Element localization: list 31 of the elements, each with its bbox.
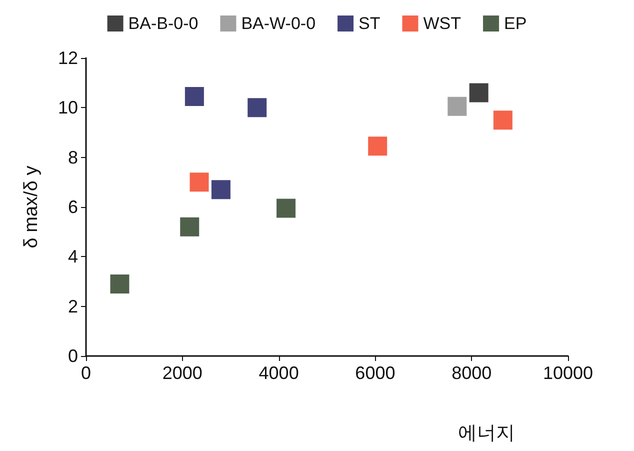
- legend-label: ST: [358, 14, 380, 33]
- x-axis-title: 에너지: [458, 423, 515, 444]
- y-tick-label: 8: [68, 147, 78, 168]
- x-tick-label: 10000: [542, 363, 594, 383]
- point: [493, 110, 512, 130]
- x-tick-label: 6000: [355, 363, 396, 383]
- y-tick-label: 10: [58, 98, 78, 118]
- point: [211, 180, 230, 200]
- x-tick-label: 2000: [162, 363, 202, 383]
- x-tick-label: 8000: [452, 363, 492, 383]
- legend-label: WST: [423, 14, 462, 33]
- y-tick-label: 0: [68, 346, 78, 366]
- y-tick-label: 6: [68, 197, 78, 217]
- point: [368, 136, 388, 156]
- point: [448, 96, 467, 116]
- point: [469, 83, 488, 102]
- point: [184, 86, 204, 106]
- legend-label: BA-B-0-0: [128, 14, 198, 33]
- y-tick-label: 2: [68, 296, 78, 316]
- point: [276, 198, 296, 218]
- legend-label: EP: [504, 14, 527, 33]
- point: [248, 98, 267, 118]
- legend-label: BA-W-0-0: [241, 14, 316, 33]
- y-tick-label: 4: [68, 246, 78, 267]
- point: [110, 274, 130, 294]
- y-axis-title: δ max/δ y: [21, 165, 42, 248]
- point: [180, 217, 200, 236]
- y-tick-label: 12: [58, 48, 78, 68]
- x-tick-label: 4000: [258, 363, 299, 383]
- x-tick-label: 0: [80, 363, 92, 383]
- point: [190, 172, 209, 192]
